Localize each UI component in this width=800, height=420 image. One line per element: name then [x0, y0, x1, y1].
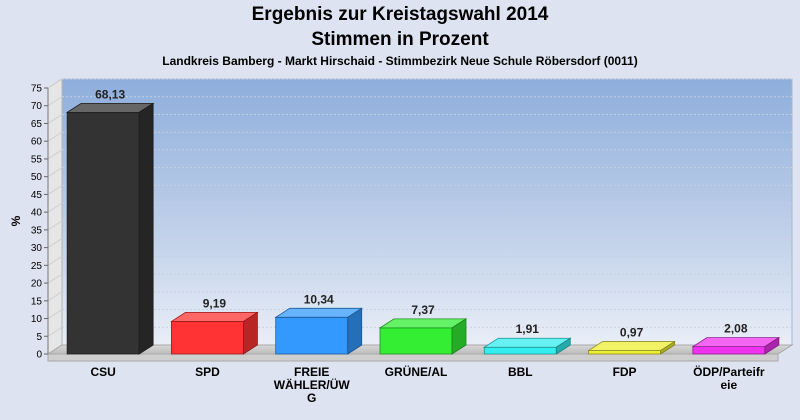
y-tick-label: 45	[31, 190, 43, 201]
bar-side	[138, 102, 154, 355]
y-tick-label: 60	[31, 137, 43, 148]
y-tick-label: 5	[36, 332, 42, 343]
bar-front	[171, 321, 244, 355]
x-tick-label: eie	[721, 378, 738, 392]
y-axis-label: %	[9, 215, 23, 226]
bar-front	[483, 346, 557, 355]
bar-top	[482, 337, 572, 348]
x-tick-label: WÄHLER/ÜW	[274, 377, 351, 392]
y-tick-label: 15	[31, 296, 43, 307]
y-tick-label: 70	[31, 101, 43, 112]
bar-value-label: 2,08	[724, 322, 748, 336]
bar-value-label: 0,97	[620, 326, 644, 340]
bar-front	[588, 350, 661, 355]
bar-value-label: 9,19	[203, 296, 227, 310]
bar-side	[660, 340, 675, 355]
y-tick-label: 55	[31, 154, 43, 165]
y-tick-label: 30	[31, 243, 43, 254]
bars: 68,13 9,19 10,34 7,37 1,91 0,97 2,08	[65, 87, 781, 355]
bar-top	[691, 337, 781, 348]
y-tick-label: 0	[36, 350, 42, 361]
bar-front	[692, 346, 766, 355]
bar-top	[170, 312, 259, 322]
bar-value-label: 7,37	[411, 303, 435, 317]
bar-side	[555, 337, 571, 355]
x-tick-label: CSU	[90, 365, 115, 379]
y-axis: 0 5 10 15 20 25 30 35 40 45 50 55 60 65 70 75%	[9, 84, 49, 361]
bar-top	[65, 102, 155, 113]
bar-top	[274, 307, 364, 318]
y-tick-label: 10	[31, 314, 43, 325]
bar	[482, 337, 572, 355]
x-tick-label: SPD	[195, 365, 220, 379]
x-tick-label: BBL	[508, 365, 533, 379]
bar	[378, 318, 468, 355]
bar-side	[347, 307, 363, 355]
bar-value-label: 1,91	[516, 322, 540, 336]
bar-value-label: 68,13	[95, 87, 125, 101]
y-tick-label: 40	[31, 208, 43, 219]
bar	[170, 311, 259, 355]
bar-top	[378, 318, 468, 329]
bar-side	[764, 336, 780, 355]
y-tick-label: 25	[31, 261, 43, 272]
bar	[274, 307, 364, 355]
bar-front	[66, 111, 140, 355]
x-tick-label: FREIE	[294, 365, 329, 379]
bar	[65, 102, 155, 355]
bar	[691, 336, 781, 355]
y-tick-label: 75	[31, 84, 43, 95]
y-tick-label: 20	[31, 279, 43, 290]
bar-front	[379, 327, 453, 355]
y-tick-label: 50	[31, 172, 43, 183]
chart-subtitle: Stimmen in Prozent	[311, 29, 489, 50]
bar-top	[587, 341, 676, 351]
bar-front	[275, 316, 349, 355]
x-tick-label: GRÜNE/AL	[385, 364, 448, 379]
y-tick-label: 35	[31, 225, 43, 236]
x-tick-label: G	[307, 391, 316, 405]
x-tick-label: FDP	[613, 365, 637, 379]
bar-side	[451, 318, 467, 355]
x-tick-label: ÖDP/Parteifr	[693, 364, 765, 379]
bar	[587, 340, 676, 355]
chart-caption: Landkreis Bamberg - Markt Hirschaid - St…	[162, 54, 638, 68]
y-tick-label: 65	[31, 119, 43, 130]
chart-title: Ergebnis zur Kreistagswahl 2014	[251, 4, 549, 25]
bar-value-label: 10,34	[304, 292, 334, 306]
bar-side	[243, 311, 258, 355]
